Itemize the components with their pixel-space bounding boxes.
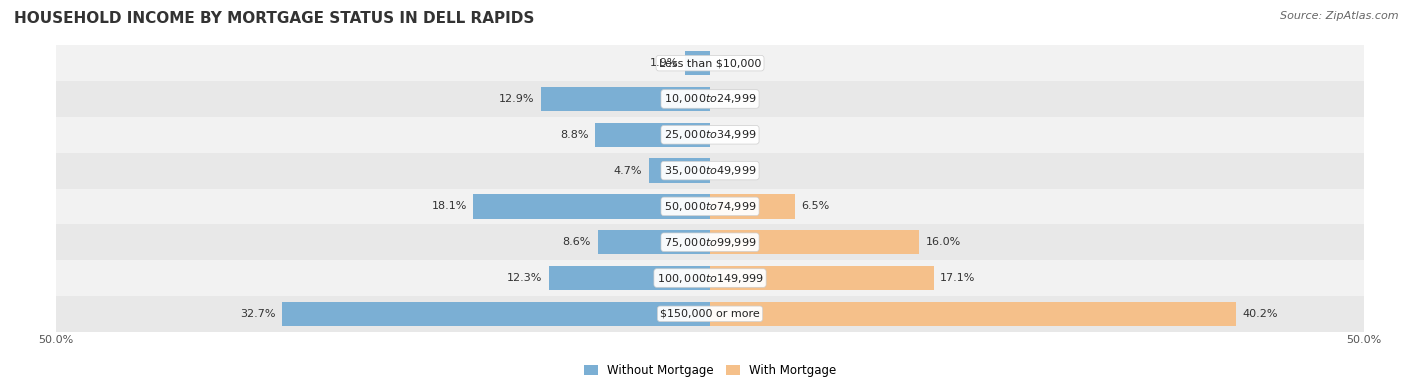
- Text: 12.3%: 12.3%: [508, 273, 543, 283]
- Bar: [595, 123, 710, 147]
- Text: $150,000 or more: $150,000 or more: [661, 309, 759, 319]
- Bar: [56, 260, 1364, 296]
- Text: 8.6%: 8.6%: [562, 237, 591, 247]
- Bar: [56, 45, 1364, 81]
- Text: 6.5%: 6.5%: [801, 201, 830, 211]
- Bar: [710, 194, 794, 219]
- Text: $35,000 to $49,999: $35,000 to $49,999: [664, 164, 756, 177]
- Bar: [710, 302, 1236, 326]
- Text: Source: ZipAtlas.com: Source: ZipAtlas.com: [1281, 11, 1399, 21]
- Text: 4.7%: 4.7%: [613, 166, 643, 176]
- Bar: [283, 302, 710, 326]
- Text: 8.8%: 8.8%: [560, 130, 589, 140]
- Bar: [710, 266, 934, 290]
- Bar: [550, 266, 710, 290]
- Text: Less than $10,000: Less than $10,000: [659, 58, 761, 68]
- Text: 12.9%: 12.9%: [499, 94, 534, 104]
- Text: 40.2%: 40.2%: [1243, 309, 1278, 319]
- Bar: [541, 87, 710, 111]
- Text: $10,000 to $24,999: $10,000 to $24,999: [664, 92, 756, 106]
- Text: HOUSEHOLD INCOME BY MORTGAGE STATUS IN DELL RAPIDS: HOUSEHOLD INCOME BY MORTGAGE STATUS IN D…: [14, 11, 534, 26]
- Text: $100,000 to $149,999: $100,000 to $149,999: [657, 271, 763, 285]
- Legend: Without Mortgage, With Mortgage: Without Mortgage, With Mortgage: [583, 365, 837, 377]
- Bar: [56, 224, 1364, 260]
- Text: 1.9%: 1.9%: [650, 58, 679, 68]
- Text: 17.1%: 17.1%: [941, 273, 976, 283]
- Bar: [56, 81, 1364, 117]
- Text: 18.1%: 18.1%: [432, 201, 467, 211]
- Bar: [56, 153, 1364, 188]
- Bar: [598, 230, 710, 254]
- Bar: [56, 296, 1364, 332]
- Bar: [474, 194, 710, 219]
- Text: 32.7%: 32.7%: [240, 309, 276, 319]
- Text: $50,000 to $74,999: $50,000 to $74,999: [664, 200, 756, 213]
- Bar: [56, 117, 1364, 153]
- Text: $25,000 to $34,999: $25,000 to $34,999: [664, 128, 756, 141]
- Bar: [710, 230, 920, 254]
- Bar: [648, 158, 710, 183]
- Text: 16.0%: 16.0%: [925, 237, 962, 247]
- Bar: [685, 51, 710, 75]
- Bar: [56, 188, 1364, 224]
- Text: $75,000 to $99,999: $75,000 to $99,999: [664, 236, 756, 249]
